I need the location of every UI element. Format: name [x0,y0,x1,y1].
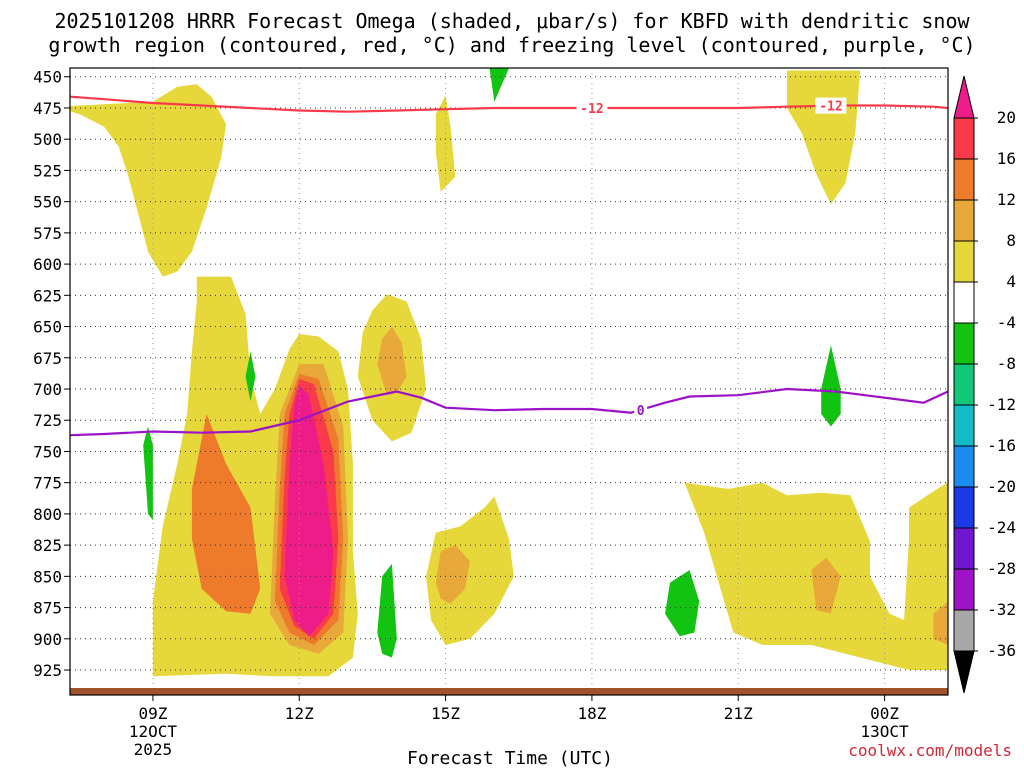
x-tick-label-00Z: 00Z [870,704,899,723]
x-tick-label-12Z: 12Z [285,704,314,723]
chart-title-line1: 2025101208 HRRR Forecast Omega (shaded, … [54,9,970,33]
y-tick-label-450: 450 [33,68,62,87]
colorbar-swatch-11 [954,569,974,610]
x-tick-date-09Z: 12OCT [129,722,178,741]
y-tick-label-575: 575 [33,224,62,243]
y-tick-label-850: 850 [33,567,62,586]
colorbar-swatch-2 [954,200,974,241]
y-tick-label-725: 725 [33,411,62,430]
colorbar-swatch-10 [954,528,974,569]
y-tick-label-550: 550 [33,193,62,212]
colorbar-label-16: 16 [997,149,1016,168]
x-tick-year-09Z: 2025 [134,740,173,759]
colorbar-label--12: -12 [987,395,1016,414]
x-tick-label-21Z: 21Z [724,704,753,723]
y-tick-label-625: 625 [33,286,62,305]
colorbar-label--20: -20 [987,477,1016,496]
colorbar-bottom-cap [954,651,974,693]
y-tick-label-675: 675 [33,349,62,368]
colorbar-label--36: -36 [987,641,1016,660]
y-tick-label-925: 925 [33,661,62,680]
contour-label-freezing-level-0-0: 0 [637,404,645,419]
colorbar-label--8: -8 [997,354,1016,373]
colorbar-label-4: 4 [1006,272,1016,291]
credit-text: coolwx.com/models [848,741,1012,760]
colorbar-swatch-1 [954,159,974,200]
y-tick-label-475: 475 [33,99,62,118]
colorbar-label--4: -4 [997,313,1016,332]
colorbar-swatch-4 [954,282,974,323]
y-tick-label-525: 525 [33,161,62,180]
omega-colorbar: 20 16 12 8 4 -4 -8 -12 -16 -20 -24 -28 -32 -36 [954,76,1016,693]
plot-area: -12 -12 0 [55,68,972,695]
omega-time-height-chart: 2025101208 HRRR Forecast Omega (shaded, … [0,0,1024,768]
colorbar-swatch-6 [954,364,974,405]
colorbar-swatch-3 [954,241,974,282]
y-tick-label-825: 825 [33,536,62,555]
colorbar-label--24: -24 [987,518,1016,537]
x-axis-title: Forecast Time (UTC) [407,748,613,768]
colorbar-swatch-8 [954,446,974,487]
y-tick-label-600: 600 [33,255,62,274]
colorbar-label--32: -32 [987,600,1016,619]
contour-label-dendritic-minus-12-1: -12 [819,100,842,115]
chart-title-line2: growth region (contoured, red, °C) and f… [48,33,975,57]
contour-label-dendritic-minus-12-0: -12 [580,102,603,117]
colorbar-swatch-9 [954,487,974,528]
y-tick-label-700: 700 [33,380,62,399]
colorbar-swatch-0 [954,118,974,159]
colorbar-swatch-5 [954,323,974,364]
colorbar-label--16: -16 [987,436,1016,455]
colorbar-label-8: 8 [1006,231,1016,250]
y-tick-label-900: 900 [33,630,62,649]
x-tick-date-00Z: 13OCT [861,722,910,741]
colorbar-label--28: -28 [987,559,1016,578]
colorbar-label-20: 20 [997,108,1016,127]
colorbar-top-cap [954,76,974,118]
y-tick-label-800: 800 [33,505,62,524]
x-tick-label-09Z: 09Z [138,704,167,723]
y-tick-label-750: 750 [33,442,62,461]
y-tick-label-650: 650 [33,318,62,337]
y-tick-label-875: 875 [33,599,62,618]
x-tick-label-18Z: 18Z [577,704,606,723]
colorbar-swatch-7 [954,405,974,446]
x-tick-label-15Z: 15Z [431,704,460,723]
y-tick-label-500: 500 [33,130,62,149]
y-axis-pressure: 450 475 500 525 550 575 600 625 650 675 700 725 750 7… [33,68,70,680]
colorbar-label-12: 12 [997,190,1016,209]
ground-strip [70,688,948,695]
y-tick-label-775: 775 [33,474,62,493]
colorbar-swatch-12 [954,610,974,651]
